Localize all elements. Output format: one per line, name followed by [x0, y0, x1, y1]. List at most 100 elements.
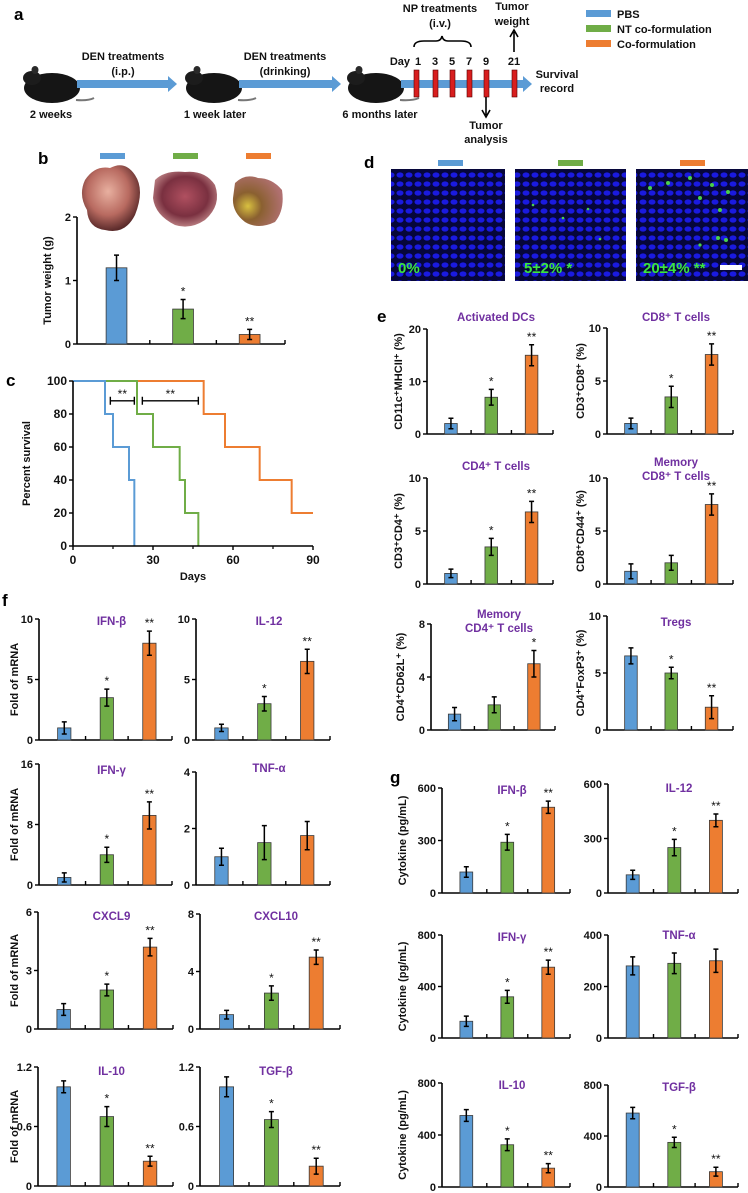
- significance-marker: **: [145, 787, 155, 801]
- y-tick-label: 400: [584, 1131, 602, 1143]
- significance-marker: **: [711, 1152, 721, 1166]
- error-bar: [224, 1076, 230, 1098]
- bar: [667, 1141, 682, 1188]
- survival-line: [73, 380, 136, 546]
- panel-label-d: d: [364, 153, 374, 172]
- error-bar: [504, 833, 510, 851]
- y-tick-label: 80: [54, 407, 68, 421]
- y-tick-label: 2: [184, 824, 190, 836]
- y-tick-label: 5: [415, 526, 421, 538]
- x-tick-label: 0: [70, 553, 77, 567]
- y-tick-label: 0: [595, 429, 601, 441]
- micrograph-label: 0%: [398, 260, 420, 277]
- y-axis-label: Cytokine (pg/mL): [397, 1090, 409, 1180]
- error-bar: [628, 417, 634, 430]
- bar: [709, 819, 723, 894]
- bar: [142, 642, 157, 741]
- y-tick-label: 0: [184, 735, 190, 747]
- tumor-analysis-label: Tumor: [469, 120, 503, 132]
- chart-title: IL-12: [666, 783, 693, 795]
- y-tick-label: 10: [589, 611, 601, 623]
- error-bar: [488, 537, 494, 557]
- significance-marker: *: [505, 1124, 510, 1138]
- significance-marker: **: [145, 616, 155, 630]
- survival-line: [73, 380, 313, 514]
- error-bar: [504, 1138, 510, 1152]
- legend-label: Co-formulation: [617, 39, 696, 51]
- bar: [459, 1115, 474, 1188]
- chart-title: IFN-γ: [498, 932, 527, 944]
- legend-swatch-nt: [586, 25, 611, 32]
- error-bar: [671, 838, 677, 857]
- y-tick-label: 600: [418, 783, 436, 795]
- tumor-weight-label: Tumor: [495, 1, 529, 13]
- survival-label: Survival: [536, 69, 579, 81]
- y-tick-label: 0: [419, 725, 425, 737]
- y-tick-label: 10: [409, 377, 421, 389]
- bar: [664, 672, 678, 731]
- panel-a-schematic: DEN treatments (i.p.) DEN treatments (dr…: [23, 1, 578, 146]
- tumor-weight-label: weight: [494, 16, 530, 28]
- significance-marker: **: [118, 387, 128, 401]
- y-tick-label: 10: [409, 473, 421, 485]
- y-tick-label: 0: [65, 339, 71, 351]
- chart-b-0: 012***Tumor weight (g): [42, 212, 286, 351]
- y-axis-label: CD4⁺CD62L⁺ (%): [395, 632, 407, 721]
- x-axis-label: Days: [180, 571, 206, 583]
- significance-marker: *: [104, 674, 109, 688]
- chart-title: IFN-β: [97, 616, 126, 628]
- y-tick-label: 0: [60, 539, 67, 553]
- x-tick-label: 60: [226, 553, 240, 567]
- error-bar: [630, 1106, 636, 1120]
- y-tick-label: 0: [415, 429, 421, 441]
- group-swatch: [173, 153, 198, 159]
- bar: [56, 1086, 71, 1187]
- error-bar: [531, 649, 537, 678]
- scale-bar: [720, 265, 742, 270]
- error-bar: [488, 388, 494, 406]
- significance-marker: *: [104, 832, 109, 846]
- arrow-right-icon: [239, 76, 341, 92]
- y-tick-label: 40: [54, 473, 68, 487]
- legend-label: PBS: [617, 9, 640, 21]
- y-tick-label: 6: [26, 907, 32, 919]
- y-tick-label: 0: [430, 1182, 436, 1193]
- significance-marker: *: [669, 652, 674, 666]
- brace-icon: [413, 35, 472, 48]
- y-tick-label: 0: [27, 735, 33, 747]
- y-tick-label: 0: [596, 888, 602, 900]
- error-bar: [463, 1108, 469, 1123]
- legend-label: NT co-formulation: [617, 24, 712, 36]
- significance-marker: **: [527, 486, 537, 500]
- chart-title: TGF-β: [662, 1082, 696, 1094]
- chart-title: IFN-β: [497, 785, 526, 797]
- arrow-label: (drinking): [260, 66, 311, 78]
- y-tick-label: 0: [596, 1182, 602, 1193]
- group-swatch: [680, 160, 705, 166]
- chart-title: Activated DCs: [457, 312, 535, 324]
- significance-marker: **: [245, 314, 255, 328]
- y-tick-label: 0: [188, 1181, 194, 1193]
- micrograph-label: 20±4% **: [643, 260, 706, 277]
- chart-f-13: 048***CXCL10: [188, 909, 341, 1036]
- error-bar: [61, 721, 67, 735]
- error-bar: [668, 385, 674, 409]
- error-bar: [713, 813, 719, 828]
- legend-swatch-co: [586, 40, 611, 47]
- time-label: 6 months later: [342, 109, 418, 121]
- bar: [624, 655, 638, 731]
- chart-c-1: 0 20 40 60 80 100 0 30 60 90 ** ** Days Percent survi…: [21, 374, 320, 583]
- significance-marker: *: [181, 285, 186, 299]
- y-tick-label: 100: [47, 374, 67, 388]
- chart-e-6: 0 4 8 *Memory CD4⁺ T cells CD4⁺CD62L⁺ (%): [395, 609, 556, 737]
- error-bar: [261, 695, 267, 712]
- y-tick-label: 300: [584, 834, 602, 846]
- significance-marker: **: [312, 1143, 322, 1157]
- mouse-icon: [185, 66, 257, 103]
- y-axis-label: CD8⁺CD44⁺ (%): [575, 490, 587, 572]
